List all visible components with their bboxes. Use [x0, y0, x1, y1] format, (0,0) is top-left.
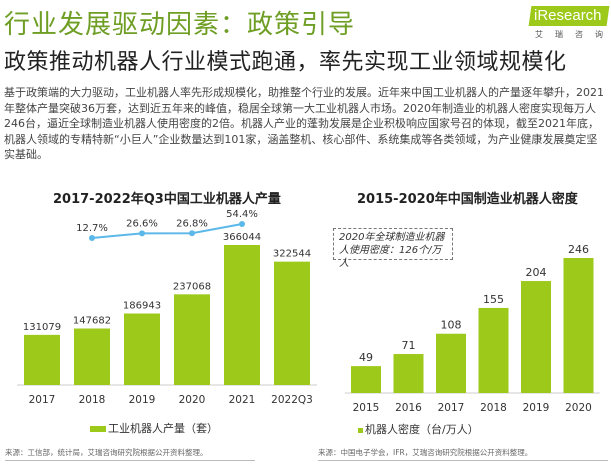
- chart2-source: 来源：中国电子学会，IFR，艾瑞咨询研究院根据公开资料整理。: [318, 448, 533, 457]
- data-label: 246: [568, 243, 589, 256]
- bar: [224, 245, 260, 385]
- data-label: 49: [359, 351, 373, 364]
- bar: [74, 328, 110, 385]
- logo-subtitle: 艾瑞咨询: [535, 30, 611, 39]
- x-tick-label: 2018: [79, 394, 106, 406]
- bar: [351, 366, 381, 393]
- growth-point: [189, 230, 195, 237]
- x-tick-label: 2022Q3: [271, 394, 313, 406]
- x-tick-label: 2017: [29, 394, 56, 406]
- bar: [124, 313, 160, 385]
- data-label: 155: [483, 293, 504, 306]
- growth-label: 26.8%: [176, 218, 208, 229]
- x-tick-label: 2017: [438, 402, 465, 414]
- bar: [393, 354, 424, 393]
- bar: [521, 281, 551, 393]
- x-tick-label: 2019: [129, 394, 156, 406]
- x-tick-label: 2021: [229, 394, 256, 406]
- growth-point: [139, 230, 145, 237]
- data-label: 147682: [73, 316, 111, 327]
- growth-point: [89, 235, 95, 241]
- data-label: 322544: [273, 249, 311, 260]
- bar: [274, 261, 310, 385]
- legend-swatch: [90, 426, 106, 432]
- x-tick-label: 2018: [480, 402, 507, 414]
- data-label: 186943: [123, 301, 161, 312]
- growth-point: [239, 221, 245, 227]
- page-title: 行业发展驱动因素：政策引导: [4, 10, 356, 40]
- growth-label: 12.7%: [76, 223, 108, 234]
- body-paragraph: 基于政策端的大力驱动，工业机器人率先形成规模化，助推整个行业的发展。近年来中国工…: [4, 86, 604, 161]
- data-label: 237068: [173, 281, 211, 292]
- bar: [436, 333, 466, 393]
- growth-line: [91, 223, 243, 239]
- bar: [478, 307, 509, 393]
- x-tick-label: 2015: [353, 402, 380, 414]
- data-label: 108: [441, 319, 462, 332]
- data-label: 204: [526, 266, 547, 279]
- x-tick-label: 2016: [395, 402, 422, 414]
- growth-label: 26.6%: [126, 218, 158, 229]
- bar: [24, 334, 60, 385]
- bar: [563, 258, 594, 393]
- data-label: 366044: [223, 232, 261, 243]
- x-tick-label: 2020: [565, 402, 592, 414]
- data-label: 71: [402, 339, 416, 352]
- chart1-legend: 工业机器人产量（套）: [90, 420, 218, 436]
- chart2-legend: 机器人密度（台/万人）: [358, 421, 479, 437]
- chart1-title: 2017-2022年Q3中国工业机器人产量: [53, 192, 281, 207]
- chart2-title: 2015-2020年中国制造业机器人密度: [357, 192, 578, 207]
- divider: [318, 460, 608, 461]
- divider: [5, 460, 255, 461]
- growth-label: 54.4%: [226, 209, 258, 220]
- x-tick-label: 2020: [179, 394, 206, 406]
- x-tick-label: 2019: [523, 402, 550, 414]
- page-subtitle: 政策推动机器人行业模式跑通，率先实现工业领域规模化: [4, 50, 567, 75]
- bar: [174, 294, 210, 385]
- data-label: 131079: [23, 322, 61, 333]
- chart1-source: 来源：工信部，统计局，艾瑞咨询研究院根据公开资料整理。: [5, 448, 208, 457]
- legend-swatch: [358, 427, 363, 433]
- chart2-annotation: 2020年全球制造业机器人使用密度：126个/万人: [333, 228, 453, 269]
